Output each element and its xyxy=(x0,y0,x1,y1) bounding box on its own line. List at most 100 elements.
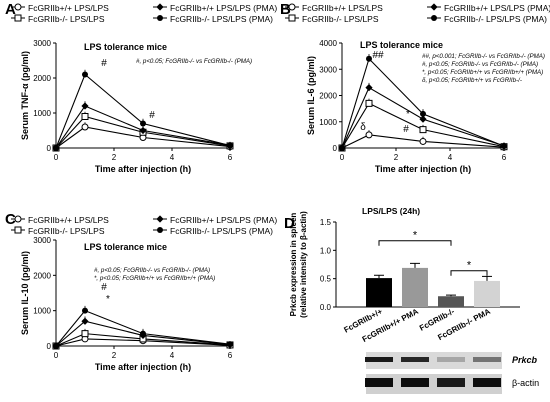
x-tick-label: 2 xyxy=(394,153,399,162)
data-point xyxy=(339,145,345,151)
x-tick-label: 6 xyxy=(228,351,233,360)
blot-band-prkcb xyxy=(437,357,465,362)
data-point xyxy=(501,143,507,150)
blot-band-actin xyxy=(365,378,393,387)
x-tick-label: 2 xyxy=(112,153,117,162)
data-point xyxy=(53,145,59,151)
legend-label: FcGRIIb+/+ LPS/LPS (PMA) xyxy=(170,3,277,13)
y-tick-label: 0 xyxy=(333,144,338,153)
legend-label: FcGRIIb-/- LPS/LPS (PMA) xyxy=(444,14,547,24)
y-tick-label: 3000 xyxy=(33,39,51,48)
legend-marker xyxy=(431,15,437,21)
legend-label: FcGRIIb-/- LPS/LPS (PMA) xyxy=(170,226,273,236)
data-point xyxy=(140,330,146,337)
panel-letter-b: B xyxy=(280,1,291,18)
data-point xyxy=(419,137,427,145)
legend-marker xyxy=(14,226,22,234)
series-line xyxy=(55,115,231,149)
y-tick-label: 0 xyxy=(47,144,52,153)
x-tick-label: 6 xyxy=(228,153,233,162)
legend-label: FcGRIIb-/- LPS/LPS xyxy=(28,14,105,24)
series-line xyxy=(55,333,231,347)
panel-title: LPS/LPS (24h) xyxy=(362,206,420,216)
panel-title: LPS tolerance mice xyxy=(360,40,443,50)
significance-mark: # xyxy=(403,124,409,135)
series-line xyxy=(341,57,505,149)
blot-band-prkcb xyxy=(365,357,393,362)
blot-band-actin xyxy=(473,378,501,387)
bar xyxy=(366,278,392,307)
panel-title: LPS tolerance mice xyxy=(84,242,167,252)
y-tick-label: 0 xyxy=(47,342,52,351)
significance-mark: δ xyxy=(360,122,366,133)
data-point xyxy=(140,120,146,127)
x-tick-label: 0 xyxy=(54,153,59,162)
series-line xyxy=(55,338,231,347)
data-point xyxy=(366,55,372,62)
x-tick-label: 4 xyxy=(170,153,175,162)
data-point xyxy=(81,317,89,325)
legend-label: FcGRIIb+/+ LPS/LPS xyxy=(28,3,109,13)
significance-mark: # xyxy=(149,110,155,121)
legend-marker xyxy=(157,15,163,21)
series-line xyxy=(55,105,231,149)
y-tick-label: 1000 xyxy=(33,307,51,316)
y-axis-label: Serum IL-6 (pg/ml) xyxy=(306,56,316,135)
series-line xyxy=(341,134,505,149)
data-point xyxy=(81,123,89,131)
legend-label: FcGRIIb+/+ LPS/LPS xyxy=(28,215,109,225)
series-line xyxy=(341,102,505,149)
series-line xyxy=(55,320,231,347)
y-tick-label: 0.5 xyxy=(320,275,332,284)
blot-label-prkcb: Prkcb xyxy=(512,355,538,365)
legend-marker xyxy=(156,3,164,11)
data-point xyxy=(365,99,373,107)
blot-label-actin: β-actin xyxy=(512,378,539,388)
data-point xyxy=(82,71,88,78)
y-axis-label: Serum IL-10 (pg/ml) xyxy=(20,251,30,335)
y-tick-label: 1000 xyxy=(319,118,337,127)
stat-note: #, p<0.05; FcGRIIb-/- vs FcGRIIb-/- (PMA… xyxy=(136,58,252,65)
western-blot xyxy=(365,352,502,394)
x-tick-label: 4 xyxy=(448,153,453,162)
y-tick-label: 2000 xyxy=(33,74,51,83)
blot-band-prkcb xyxy=(473,357,501,362)
significance-mark: * xyxy=(413,230,418,242)
legend-label: FcGRIIb+/+ LPS/LPS xyxy=(302,3,383,13)
legend-label: FcGRIIb-/- LPS/LPS (PMA) xyxy=(170,14,273,24)
legend-marker xyxy=(156,215,164,223)
panel-letter-d: D xyxy=(284,215,295,232)
legend-label: FcGRIIb+/+ LPS/LPS (PMA) xyxy=(444,3,550,13)
data-point xyxy=(419,126,427,134)
legend-marker xyxy=(14,14,22,22)
stat-note: #, p<0.05; FcGRIIb-/- vs FcGRIIb-/- (PMA… xyxy=(422,61,538,68)
blot-band-actin xyxy=(401,378,429,387)
significance-mark: * xyxy=(106,294,110,305)
stat-note: δ, p<0.05; FcGRIIb+/+ vs FcGRIIb-/- xyxy=(422,77,522,84)
bar xyxy=(402,267,428,307)
series-line xyxy=(55,73,231,149)
legend-marker xyxy=(288,3,296,11)
data-point xyxy=(139,126,147,135)
data-point xyxy=(365,131,373,139)
data-point xyxy=(82,307,88,314)
y-tick-label: 0.0 xyxy=(320,303,332,312)
blot-panel-prkcb xyxy=(366,352,502,369)
x-tick-label: 0 xyxy=(340,153,345,162)
x-tick-label: 4 xyxy=(170,351,175,360)
y-tick-label: 3000 xyxy=(33,236,51,245)
blot-band-actin xyxy=(437,378,465,387)
significance-bracket xyxy=(450,270,488,276)
data-point xyxy=(227,341,233,348)
significance-mark: # xyxy=(101,282,107,293)
x-tick-label: 0 xyxy=(54,351,59,360)
data-point xyxy=(81,330,89,338)
y-axis-label: Prkcb expression in spleen xyxy=(289,213,298,317)
data-point xyxy=(365,84,373,92)
significance-mark: * xyxy=(406,109,410,120)
blot-band-prkcb xyxy=(401,357,429,362)
y-tick-label: 1.5 xyxy=(320,218,332,227)
data-point xyxy=(81,102,89,110)
stat-note: *, p<0.05; FcGRIIb+/+ vs FcGRIIb+/+ (PMA… xyxy=(422,69,543,76)
